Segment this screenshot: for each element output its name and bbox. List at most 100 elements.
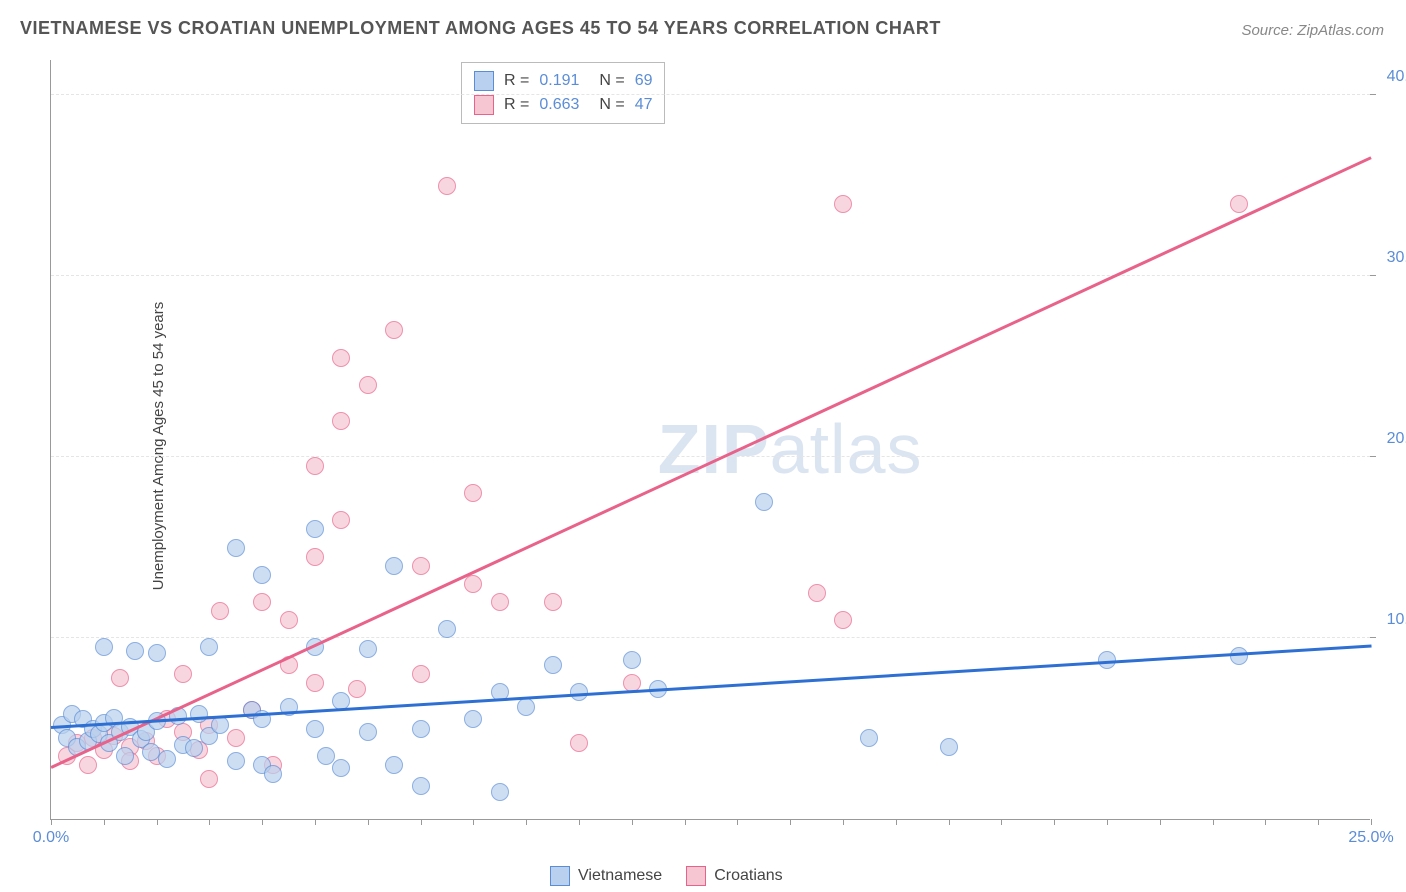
point-vietnamese (126, 642, 144, 660)
r-value-vietnamese: 0.191 (539, 72, 589, 90)
point-vietnamese (253, 566, 271, 584)
y-tick-label: 30.0% (1377, 249, 1406, 267)
point-croatians (834, 611, 852, 629)
x-tick-mark (632, 819, 633, 825)
point-vietnamese (332, 759, 350, 777)
x-tick-mark (473, 819, 474, 825)
point-croatians (306, 674, 324, 692)
legend-label-vietnamese: Vietnamese (578, 867, 662, 885)
point-croatians (200, 770, 218, 788)
point-vietnamese (359, 723, 377, 741)
x-tick-mark (1371, 819, 1372, 825)
x-tick-mark (157, 819, 158, 825)
point-croatians (412, 665, 430, 683)
point-vietnamese (317, 747, 335, 765)
r-value-croatians: 0.663 (539, 96, 589, 114)
x-tick-mark (1213, 819, 1214, 825)
x-tick-mark (51, 819, 52, 825)
x-tick-label: 25.0% (1348, 829, 1393, 847)
n-value-croatians: 47 (635, 96, 653, 114)
watermark: ZIPatlas (658, 409, 923, 489)
point-vietnamese (544, 656, 562, 674)
stats-row-croatians: R = 0.663 N = 47 (474, 93, 652, 117)
y-tick-label: 40.0% (1377, 68, 1406, 86)
r-label: R = (504, 96, 529, 114)
source-attribution: Source: ZipAtlas.com (1241, 22, 1384, 39)
gridline-h (51, 275, 1370, 276)
point-vietnamese (227, 752, 245, 770)
x-tick-mark (949, 819, 950, 825)
x-tick-mark (685, 819, 686, 825)
chart-container: VIETNAMESE VS CROATIAN UNEMPLOYMENT AMON… (0, 0, 1406, 892)
point-croatians (1230, 195, 1248, 213)
point-croatians (544, 593, 562, 611)
point-croatians (280, 611, 298, 629)
x-tick-mark (262, 819, 263, 825)
legend-item-croatians: Croatians (686, 866, 782, 886)
point-vietnamese (438, 620, 456, 638)
point-vietnamese (385, 557, 403, 575)
stats-row-vietnamese: R = 0.191 N = 69 (474, 69, 652, 93)
point-croatians (174, 665, 192, 683)
gridline-h (51, 456, 1370, 457)
r-label: R = (504, 72, 529, 90)
stats-legend: R = 0.191 N = 69 R = 0.663 N = 47 (461, 62, 665, 124)
n-label: N = (599, 96, 624, 114)
point-vietnamese (860, 729, 878, 747)
x-tick-mark (1160, 819, 1161, 825)
point-croatians (332, 412, 350, 430)
point-croatians (570, 734, 588, 752)
point-croatians (348, 680, 366, 698)
point-croatians (253, 593, 271, 611)
y-tick-label: 10.0% (1377, 611, 1406, 629)
point-vietnamese (385, 756, 403, 774)
n-label: N = (599, 72, 624, 90)
point-croatians (306, 457, 324, 475)
point-vietnamese (464, 710, 482, 728)
point-croatians (211, 602, 229, 620)
point-croatians (834, 195, 852, 213)
point-vietnamese (412, 777, 430, 795)
point-croatians (808, 584, 826, 602)
swatch-croatians (474, 95, 494, 115)
point-vietnamese (158, 750, 176, 768)
point-vietnamese (116, 747, 134, 765)
legend-swatch-vietnamese (550, 866, 570, 886)
point-vietnamese (359, 640, 377, 658)
point-croatians (359, 376, 377, 394)
point-croatians (491, 593, 509, 611)
x-tick-mark (843, 819, 844, 825)
legend-item-vietnamese: Vietnamese (550, 866, 662, 886)
gridline-h (51, 94, 1370, 95)
x-tick-mark (790, 819, 791, 825)
x-tick-label: 0.0% (33, 829, 69, 847)
x-tick-mark (896, 819, 897, 825)
point-vietnamese (211, 716, 229, 734)
point-croatians (438, 177, 456, 195)
series-legend: Vietnamese Croatians (550, 866, 783, 886)
point-croatians (111, 669, 129, 687)
x-tick-mark (1318, 819, 1319, 825)
point-vietnamese (95, 638, 113, 656)
point-vietnamese (264, 765, 282, 783)
point-vietnamese (227, 539, 245, 557)
x-tick-mark (209, 819, 210, 825)
point-vietnamese (148, 644, 166, 662)
point-croatians (412, 557, 430, 575)
point-vietnamese (517, 698, 535, 716)
point-vietnamese (412, 720, 430, 738)
x-tick-mark (368, 819, 369, 825)
point-croatians (332, 349, 350, 367)
n-value-vietnamese: 69 (635, 72, 653, 90)
point-vietnamese (1230, 647, 1248, 665)
trendline-croatians (50, 156, 1371, 768)
point-vietnamese (491, 783, 509, 801)
trendline-vietnamese (51, 645, 1371, 729)
x-tick-mark (315, 819, 316, 825)
point-croatians (227, 729, 245, 747)
chart-title: VIETNAMESE VS CROATIAN UNEMPLOYMENT AMON… (20, 18, 941, 39)
legend-label-croatians: Croatians (714, 867, 782, 885)
x-tick-mark (1107, 819, 1108, 825)
x-tick-mark (1001, 819, 1002, 825)
point-croatians (79, 756, 97, 774)
